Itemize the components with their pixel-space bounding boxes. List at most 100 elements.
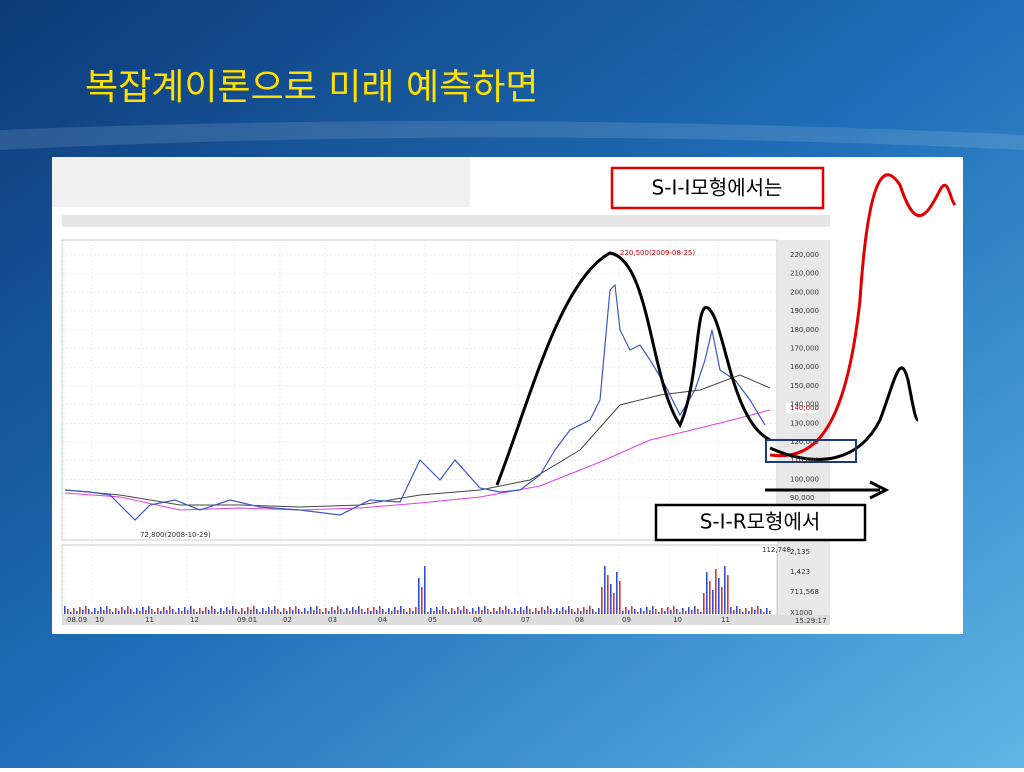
- volume-bar: [697, 609, 699, 614]
- price-label: 170,000: [790, 345, 819, 353]
- moving-average: [64, 374, 771, 508]
- volume-bar: [574, 612, 576, 614]
- date-label: 05: [428, 616, 437, 624]
- volume-label: 1,423: [790, 568, 810, 576]
- volume-bar: [307, 611, 309, 614]
- volume-bar: [265, 611, 267, 614]
- volume-bar: [523, 610, 525, 614]
- volume-bar: [727, 575, 729, 614]
- volume-bar: [169, 606, 171, 614]
- volume-bar: [688, 607, 690, 614]
- volume-bar: [376, 610, 378, 614]
- volume-bar: [196, 612, 198, 614]
- volume-bar: [451, 608, 453, 614]
- volume-bar: [595, 612, 597, 614]
- volume-bar: [331, 607, 333, 614]
- volume-bar: [124, 610, 126, 614]
- volume-bar: [121, 607, 123, 614]
- date-label: 11: [145, 616, 154, 624]
- volume-bar: [334, 610, 336, 614]
- volume-bar: [322, 612, 324, 614]
- volume-bar: [373, 607, 375, 614]
- date-label: 09: [622, 616, 631, 624]
- volume-bar: [538, 611, 540, 614]
- volume-bar: [478, 607, 480, 614]
- volume-bar: [232, 606, 234, 614]
- volume-bar: [274, 606, 276, 614]
- volume-bar: [457, 607, 459, 614]
- volume-bar: [79, 607, 81, 614]
- volume-bar: [340, 609, 342, 614]
- price-label: 180,000: [790, 326, 819, 334]
- volume-bar: [730, 607, 732, 614]
- moving-average: [64, 409, 771, 511]
- sii-curve: [769, 173, 957, 458]
- volume-bar: [484, 606, 486, 614]
- volume-bar: [685, 611, 687, 614]
- volume-bar: [136, 608, 138, 614]
- volume-bar: [427, 612, 429, 614]
- volume-bar: [679, 612, 681, 614]
- volume-bar: [646, 607, 648, 614]
- volume-bar: [508, 609, 510, 614]
- volume-bar: [706, 572, 708, 614]
- volume-bar: [190, 606, 192, 614]
- volume-bar: [703, 593, 705, 614]
- volume-bar: [469, 612, 471, 614]
- date-label: 02: [283, 616, 292, 624]
- callout-box: [654, 503, 867, 542]
- volume-bar: [439, 610, 441, 614]
- volume-bar: [415, 607, 417, 614]
- volume-bar: [637, 612, 639, 614]
- volume-bar: [226, 607, 228, 614]
- volume-bar: [670, 610, 672, 614]
- volume-bar: [292, 610, 294, 614]
- date-label: 10: [95, 616, 104, 624]
- price-label: 130,000: [790, 419, 819, 427]
- callout-box: [610, 166, 825, 210]
- volume-bar: [187, 610, 189, 614]
- volume-bar: [709, 581, 711, 614]
- last-volume: 112,748: [762, 546, 791, 554]
- high-note: 220,500(2009-08-25): [620, 249, 695, 257]
- volume-bar: [529, 609, 531, 614]
- volume-bar: [643, 611, 645, 614]
- volume-bar: [385, 612, 387, 614]
- volume-bar: [253, 606, 255, 614]
- volume-bar: [178, 608, 180, 614]
- volume-bar: [244, 611, 246, 614]
- volume-bar: [568, 606, 570, 614]
- low-note: 72,800(2008-10-29): [140, 531, 211, 539]
- volume-bar: [217, 612, 219, 614]
- date-label: 04: [378, 616, 387, 624]
- volume-bar: [667, 607, 669, 614]
- volume-bar: [157, 608, 159, 614]
- volume-bar: [379, 606, 381, 614]
- volume-bar: [514, 608, 516, 614]
- volume-bar: [502, 610, 504, 614]
- volume-bar: [286, 611, 288, 614]
- volume-bar: [337, 606, 339, 614]
- volume-bar: [736, 606, 738, 614]
- volume-bar: [76, 611, 78, 614]
- volume-bar: [760, 609, 762, 614]
- volume-bar: [433, 611, 435, 614]
- volume-bar: [166, 610, 168, 614]
- panel-header: [52, 157, 470, 207]
- volume-bar: [520, 607, 522, 614]
- volume-bar: [259, 612, 261, 614]
- volume-bar: [601, 587, 603, 614]
- volume-bar: [247, 607, 249, 614]
- volume-bar: [142, 607, 144, 614]
- toolbar: [62, 215, 830, 227]
- volume-bar: [649, 610, 651, 614]
- volume-bar: [577, 608, 579, 614]
- volume-bar: [631, 606, 633, 614]
- date-label: 07: [521, 616, 530, 624]
- volume-bar: [763, 612, 765, 614]
- hand-curve: [495, 251, 771, 486]
- volume-bar: [364, 612, 366, 614]
- volume-bar: [193, 609, 195, 614]
- volume-bar: [172, 609, 174, 614]
